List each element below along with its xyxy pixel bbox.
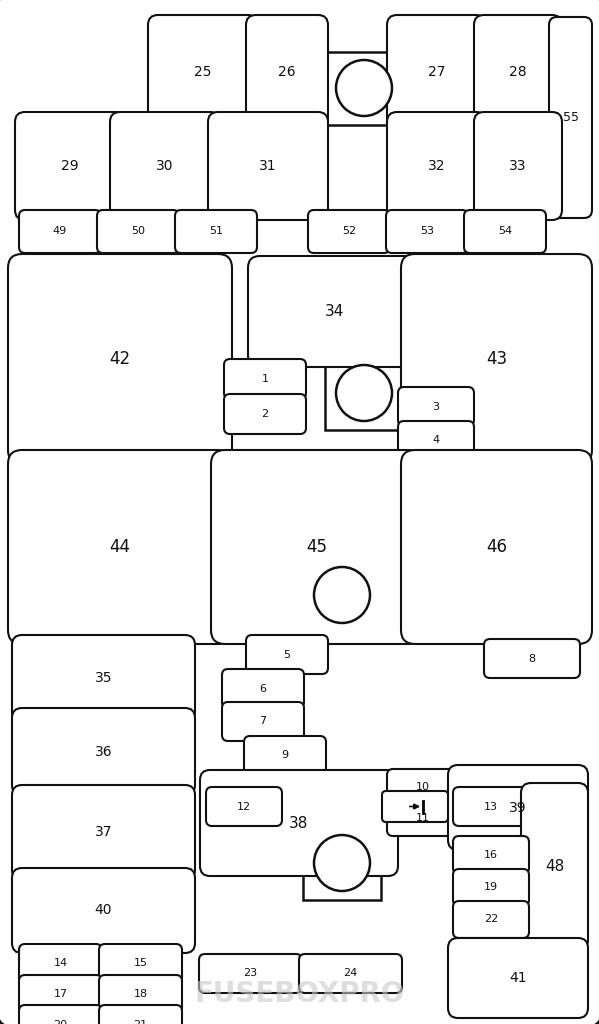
Text: FUSEBOXPRO: FUSEBOXPRO [194,980,405,1008]
FancyBboxPatch shape [99,944,182,983]
FancyBboxPatch shape [448,938,588,1018]
Text: 43: 43 [486,350,507,368]
Text: 15: 15 [134,958,147,969]
Text: 48: 48 [545,859,564,874]
Text: 49: 49 [53,226,67,237]
FancyBboxPatch shape [387,15,486,128]
FancyBboxPatch shape [549,17,592,218]
Text: 16: 16 [484,850,498,860]
FancyBboxPatch shape [222,669,304,708]
Text: 23: 23 [243,969,258,979]
FancyBboxPatch shape [464,210,546,253]
FancyBboxPatch shape [12,785,195,880]
FancyBboxPatch shape [246,635,328,674]
FancyBboxPatch shape [398,387,474,426]
FancyBboxPatch shape [308,210,390,253]
FancyBboxPatch shape [19,975,102,1013]
FancyBboxPatch shape [19,944,102,983]
Text: 21: 21 [134,1020,147,1024]
FancyBboxPatch shape [453,787,529,826]
FancyBboxPatch shape [206,787,282,826]
FancyBboxPatch shape [175,210,257,253]
Circle shape [336,60,392,116]
FancyBboxPatch shape [12,708,195,795]
Text: 25: 25 [194,65,212,79]
Bar [325,52,403,125]
FancyBboxPatch shape [99,1005,182,1024]
FancyBboxPatch shape [12,868,195,953]
FancyBboxPatch shape [401,450,592,644]
Text: 40: 40 [95,903,112,918]
Bar [303,826,381,900]
FancyBboxPatch shape [224,359,306,399]
FancyBboxPatch shape [474,15,562,128]
Text: 52: 52 [342,226,356,237]
Text: 37: 37 [95,825,112,840]
Text: 11: 11 [416,813,430,823]
Text: 33: 33 [509,159,527,173]
FancyBboxPatch shape [99,975,182,1013]
FancyBboxPatch shape [8,450,232,644]
Text: 44: 44 [110,538,131,556]
FancyBboxPatch shape [453,869,529,906]
Text: 30: 30 [156,159,174,173]
FancyBboxPatch shape [15,112,125,220]
FancyBboxPatch shape [387,112,486,220]
FancyBboxPatch shape [199,954,302,993]
Text: 13: 13 [484,802,498,811]
FancyBboxPatch shape [19,1005,102,1024]
Text: 17: 17 [53,989,68,999]
Text: 46: 46 [486,538,507,556]
FancyBboxPatch shape [12,635,195,722]
Text: 14: 14 [53,958,68,969]
FancyBboxPatch shape [386,210,468,253]
Circle shape [314,835,370,891]
Text: 12: 12 [237,802,251,811]
Text: 41: 41 [509,971,527,985]
Text: 24: 24 [343,969,358,979]
FancyBboxPatch shape [211,450,422,644]
Text: 18: 18 [134,989,147,999]
FancyBboxPatch shape [246,15,328,128]
Text: 34: 34 [324,304,344,319]
Text: 7: 7 [259,717,267,726]
Text: 29: 29 [61,159,79,173]
FancyBboxPatch shape [387,769,459,806]
Text: 2: 2 [261,409,268,419]
FancyBboxPatch shape [248,256,420,367]
FancyBboxPatch shape [382,791,448,822]
Text: 4: 4 [432,435,440,445]
FancyBboxPatch shape [453,836,529,874]
Text: 54: 54 [498,226,512,237]
FancyBboxPatch shape [398,421,474,459]
Text: 31: 31 [259,159,277,173]
FancyBboxPatch shape [299,954,402,993]
Text: 9: 9 [282,750,289,760]
Text: 19: 19 [484,883,498,893]
FancyBboxPatch shape [448,765,588,850]
Text: 5: 5 [283,649,291,659]
Text: 42: 42 [110,350,131,368]
Text: 39: 39 [509,801,527,814]
Text: 26: 26 [278,65,296,79]
Text: 3: 3 [432,401,440,412]
Text: 35: 35 [95,672,112,685]
Text: 55: 55 [562,111,579,124]
FancyBboxPatch shape [224,394,306,434]
FancyBboxPatch shape [401,254,592,464]
Text: 50: 50 [131,226,145,237]
FancyBboxPatch shape [387,800,459,836]
FancyBboxPatch shape [97,210,179,253]
Text: 36: 36 [95,744,113,759]
Text: 22: 22 [484,914,498,925]
FancyBboxPatch shape [453,901,529,938]
Bar [303,558,381,632]
FancyBboxPatch shape [110,112,220,220]
FancyBboxPatch shape [521,783,588,950]
FancyBboxPatch shape [222,702,304,741]
Text: 8: 8 [528,653,536,664]
Text: 38: 38 [289,815,308,830]
Text: 45: 45 [306,538,327,556]
FancyBboxPatch shape [8,254,232,464]
